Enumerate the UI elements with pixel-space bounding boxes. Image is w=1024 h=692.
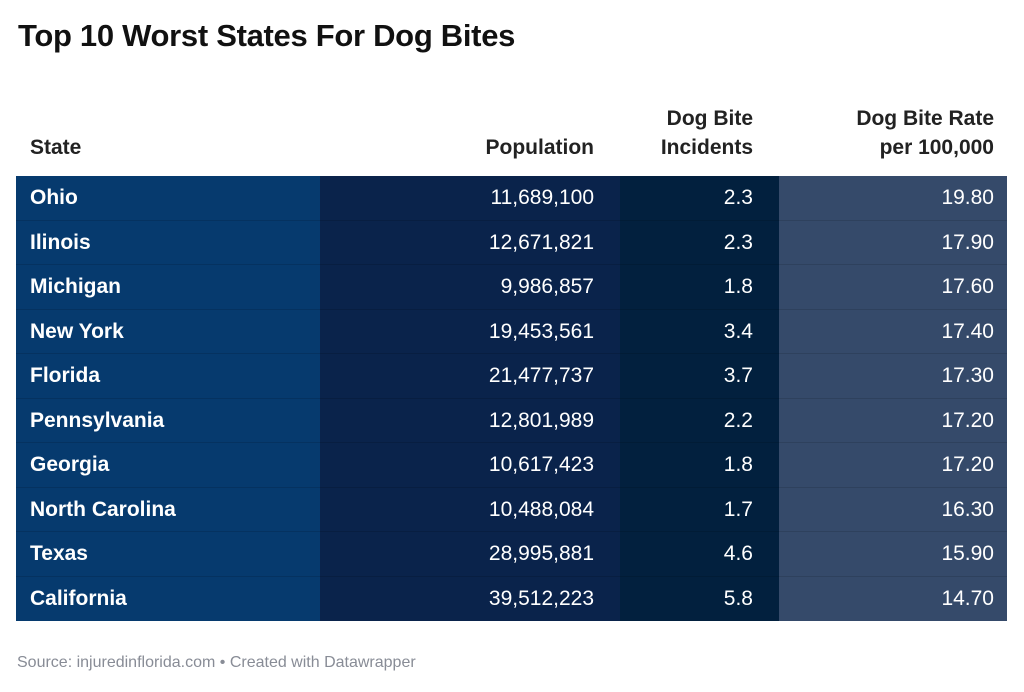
cell-rate: 17.20 xyxy=(779,398,1007,443)
header-incidents-line1: Dog Bite xyxy=(666,107,753,130)
table-row: Ilinois 12,671,821 2.3 17.90 xyxy=(16,220,1007,265)
cell-rate: 17.30 xyxy=(779,354,1007,399)
cell-rate: 17.60 xyxy=(779,265,1007,310)
table-row: North Carolina 10,488,084 1.7 16.30 xyxy=(16,487,1007,532)
header-state-label: State xyxy=(30,136,82,159)
header-rate-line1: Dog Bite Rate xyxy=(856,107,994,130)
table-row: Florida 21,477,737 3.7 17.30 xyxy=(16,354,1007,399)
cell-rate: 16.30 xyxy=(779,487,1007,532)
cell-population: 10,617,423 xyxy=(320,443,620,488)
cell-incidents: 1.8 xyxy=(620,265,779,310)
cell-incidents: 3.4 xyxy=(620,309,779,354)
cell-state: Pennsylvania xyxy=(16,398,320,443)
cell-population: 21,477,737 xyxy=(320,354,620,399)
cell-population: 11,689,100 xyxy=(320,176,620,221)
cell-population: 19,453,561 xyxy=(320,309,620,354)
cell-incidents: 4.6 xyxy=(620,532,779,577)
table-row: New York 19,453,561 3.4 17.40 xyxy=(16,309,1007,354)
data-table: State Population Dog Bite Incidents Dog … xyxy=(16,98,1007,621)
cell-state: Florida xyxy=(16,354,320,399)
cell-state: New York xyxy=(16,309,320,354)
cell-incidents: 1.8 xyxy=(620,443,779,488)
header-incidents-line2: Incidents xyxy=(660,136,753,159)
header-population[interactable]: Population xyxy=(320,133,620,176)
cell-state: Texas xyxy=(16,532,320,577)
cell-rate: 19.80 xyxy=(779,176,1007,221)
cell-population: 9,986,857 xyxy=(320,265,620,310)
cell-rate: 17.20 xyxy=(779,443,1007,488)
cell-state: California xyxy=(16,576,320,621)
cell-incidents: 3.7 xyxy=(620,354,779,399)
table-body: Ohio 11,689,100 2.3 19.80 Ilinois 12,671,821 2… xyxy=(16,176,1007,621)
header-incidents[interactable]: Dog Bite Incidents xyxy=(620,104,779,176)
source-footer: Source: injuredinflorida.com • Created w… xyxy=(17,654,416,671)
cell-population: 12,801,989 xyxy=(320,398,620,443)
table-header-row: State Population Dog Bite Incidents Dog … xyxy=(16,98,1007,176)
cell-population: 12,671,821 xyxy=(320,220,620,265)
cell-population: 10,488,084 xyxy=(320,487,620,532)
cell-population: 28,995,881 xyxy=(320,532,620,577)
header-state[interactable]: State xyxy=(16,133,320,176)
header-rate-line2: per 100,000 xyxy=(879,136,994,159)
cell-state: Georgia xyxy=(16,443,320,488)
table-row: Georgia 10,617,423 1.8 17.20 xyxy=(16,443,1007,488)
cell-rate: 14.70 xyxy=(779,576,1007,621)
cell-state: Ilinois xyxy=(16,220,320,265)
cell-rate: 15.90 xyxy=(779,532,1007,577)
table-row: California 39,512,223 5.8 14.70 xyxy=(16,576,1007,621)
cell-state: Michigan xyxy=(16,265,320,310)
table-row: Texas 28,995,881 4.6 15.90 xyxy=(16,532,1007,577)
cell-incidents: 2.3 xyxy=(620,220,779,265)
page-title: Top 10 Worst States For Dog Bites xyxy=(18,18,516,53)
table-row: Ohio 11,689,100 2.3 19.80 xyxy=(16,176,1007,221)
header-rate[interactable]: Dog Bite Rate per 100,000 xyxy=(779,104,1007,176)
cell-population: 39,512,223 xyxy=(320,576,620,621)
table-row: Michigan 9,986,857 1.8 17.60 xyxy=(16,265,1007,310)
cell-state: Ohio xyxy=(16,176,320,221)
cell-rate: 17.90 xyxy=(779,220,1007,265)
cell-state: North Carolina xyxy=(16,487,320,532)
cell-incidents: 1.7 xyxy=(620,487,779,532)
table-row: Pennsylvania 12,801,989 2.2 17.20 xyxy=(16,398,1007,443)
cell-incidents: 5.8 xyxy=(620,576,779,621)
header-population-label: Population xyxy=(485,136,595,159)
cell-rate: 17.40 xyxy=(779,309,1007,354)
cell-incidents: 2.2 xyxy=(620,398,779,443)
cell-incidents: 2.3 xyxy=(620,176,779,221)
